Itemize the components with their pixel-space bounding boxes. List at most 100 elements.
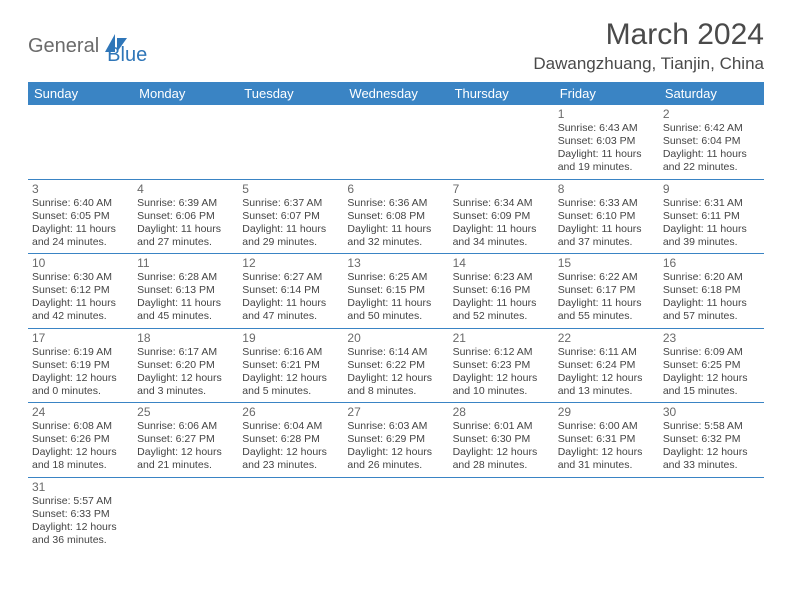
day-info: Sunrise: 6:14 AMSunset: 6:22 PMDaylight:…: [347, 346, 444, 399]
calendar-cell: 8Sunrise: 6:33 AMSunset: 6:10 PMDaylight…: [554, 179, 659, 254]
calendar-cell: 29Sunrise: 6:00 AMSunset: 6:31 PMDayligh…: [554, 403, 659, 478]
calendar-cell: 2Sunrise: 6:42 AMSunset: 6:04 PMDaylight…: [659, 105, 764, 179]
calendar-cell: [343, 477, 448, 551]
day-number: 1: [558, 107, 655, 121]
day-number: 14: [453, 256, 550, 270]
calendar-cell: 26Sunrise: 6:04 AMSunset: 6:28 PMDayligh…: [238, 403, 343, 478]
calendar-cell: 5Sunrise: 6:37 AMSunset: 6:07 PMDaylight…: [238, 179, 343, 254]
page-header: General Blue March 2024 Dawangzhuang, Ti…: [28, 18, 764, 74]
day-info: Sunrise: 6:40 AMSunset: 6:05 PMDaylight:…: [32, 197, 129, 250]
calendar-cell: [659, 477, 764, 551]
day-info: Sunrise: 6:39 AMSunset: 6:06 PMDaylight:…: [137, 197, 234, 250]
day-info: Sunrise: 6:03 AMSunset: 6:29 PMDaylight:…: [347, 420, 444, 473]
calendar-cell: 1Sunrise: 6:43 AMSunset: 6:03 PMDaylight…: [554, 105, 659, 179]
logo-text-blue: Blue: [107, 44, 147, 67]
day-header: Friday: [554, 82, 659, 105]
day-info: Sunrise: 6:08 AMSunset: 6:26 PMDaylight:…: [32, 420, 129, 473]
day-number: 11: [137, 256, 234, 270]
calendar-cell: 20Sunrise: 6:14 AMSunset: 6:22 PMDayligh…: [343, 328, 448, 403]
day-header: Tuesday: [238, 82, 343, 105]
calendar-cell: 7Sunrise: 6:34 AMSunset: 6:09 PMDaylight…: [449, 179, 554, 254]
logo: General Blue: [28, 26, 147, 67]
day-info: Sunrise: 6:23 AMSunset: 6:16 PMDaylight:…: [453, 271, 550, 324]
day-number: 30: [663, 405, 760, 419]
day-info: Sunrise: 6:25 AMSunset: 6:15 PMDaylight:…: [347, 271, 444, 324]
day-info: Sunrise: 6:19 AMSunset: 6:19 PMDaylight:…: [32, 346, 129, 399]
day-number: 29: [558, 405, 655, 419]
day-info: Sunrise: 6:04 AMSunset: 6:28 PMDaylight:…: [242, 420, 339, 473]
calendar-cell: [133, 477, 238, 551]
calendar-cell: 15Sunrise: 6:22 AMSunset: 6:17 PMDayligh…: [554, 254, 659, 329]
day-number: 21: [453, 331, 550, 345]
day-info: Sunrise: 6:17 AMSunset: 6:20 PMDaylight:…: [137, 346, 234, 399]
day-info: Sunrise: 6:30 AMSunset: 6:12 PMDaylight:…: [32, 271, 129, 324]
day-number: 20: [347, 331, 444, 345]
calendar-cell: [238, 105, 343, 179]
day-info: Sunrise: 6:22 AMSunset: 6:17 PMDaylight:…: [558, 271, 655, 324]
day-number: 9: [663, 182, 760, 196]
calendar-cell: 6Sunrise: 6:36 AMSunset: 6:08 PMDaylight…: [343, 179, 448, 254]
day-header: Wednesday: [343, 82, 448, 105]
day-info: Sunrise: 6:42 AMSunset: 6:04 PMDaylight:…: [663, 122, 760, 175]
day-number: 15: [558, 256, 655, 270]
calendar-cell: 14Sunrise: 6:23 AMSunset: 6:16 PMDayligh…: [449, 254, 554, 329]
day-number: 26: [242, 405, 339, 419]
calendar-cell: 13Sunrise: 6:25 AMSunset: 6:15 PMDayligh…: [343, 254, 448, 329]
day-number: 19: [242, 331, 339, 345]
day-header: Monday: [133, 82, 238, 105]
day-info: Sunrise: 6:36 AMSunset: 6:08 PMDaylight:…: [347, 197, 444, 250]
day-number: 22: [558, 331, 655, 345]
calendar-cell: [449, 477, 554, 551]
day-number: 25: [137, 405, 234, 419]
day-header: Saturday: [659, 82, 764, 105]
day-info: Sunrise: 6:31 AMSunset: 6:11 PMDaylight:…: [663, 197, 760, 250]
calendar-cell: 12Sunrise: 6:27 AMSunset: 6:14 PMDayligh…: [238, 254, 343, 329]
calendar-cell: [343, 105, 448, 179]
day-number: 7: [453, 182, 550, 196]
calendar-body: 1Sunrise: 6:43 AMSunset: 6:03 PMDaylight…: [28, 105, 764, 551]
day-number: 6: [347, 182, 444, 196]
calendar-cell: 11Sunrise: 6:28 AMSunset: 6:13 PMDayligh…: [133, 254, 238, 329]
day-info: Sunrise: 6:20 AMSunset: 6:18 PMDaylight:…: [663, 271, 760, 324]
location: Dawangzhuang, Tianjin, China: [533, 54, 764, 74]
calendar-cell: 21Sunrise: 6:12 AMSunset: 6:23 PMDayligh…: [449, 328, 554, 403]
calendar-cell: 25Sunrise: 6:06 AMSunset: 6:27 PMDayligh…: [133, 403, 238, 478]
calendar-cell: [238, 477, 343, 551]
day-number: 12: [242, 256, 339, 270]
calendar-cell: 17Sunrise: 6:19 AMSunset: 6:19 PMDayligh…: [28, 328, 133, 403]
calendar-cell: 27Sunrise: 6:03 AMSunset: 6:29 PMDayligh…: [343, 403, 448, 478]
calendar-cell: 3Sunrise: 6:40 AMSunset: 6:05 PMDaylight…: [28, 179, 133, 254]
day-number: 8: [558, 182, 655, 196]
day-info: Sunrise: 6:11 AMSunset: 6:24 PMDaylight:…: [558, 346, 655, 399]
calendar-cell: 16Sunrise: 6:20 AMSunset: 6:18 PMDayligh…: [659, 254, 764, 329]
day-number: 23: [663, 331, 760, 345]
calendar-cell: 10Sunrise: 6:30 AMSunset: 6:12 PMDayligh…: [28, 254, 133, 329]
calendar-cell: [133, 105, 238, 179]
day-number: 4: [137, 182, 234, 196]
calendar-cell: 31Sunrise: 5:57 AMSunset: 6:33 PMDayligh…: [28, 477, 133, 551]
day-info: Sunrise: 6:01 AMSunset: 6:30 PMDaylight:…: [453, 420, 550, 473]
calendar-cell: 24Sunrise: 6:08 AMSunset: 6:26 PMDayligh…: [28, 403, 133, 478]
day-number: 3: [32, 182, 129, 196]
day-info: Sunrise: 6:00 AMSunset: 6:31 PMDaylight:…: [558, 420, 655, 473]
calendar-cell: 30Sunrise: 5:58 AMSunset: 6:32 PMDayligh…: [659, 403, 764, 478]
day-info: Sunrise: 6:37 AMSunset: 6:07 PMDaylight:…: [242, 197, 339, 250]
calendar-cell: 28Sunrise: 6:01 AMSunset: 6:30 PMDayligh…: [449, 403, 554, 478]
day-header: Thursday: [449, 82, 554, 105]
title-block: March 2024 Dawangzhuang, Tianjin, China: [533, 18, 764, 74]
day-info: Sunrise: 6:34 AMSunset: 6:09 PMDaylight:…: [453, 197, 550, 250]
day-info: Sunrise: 5:57 AMSunset: 6:33 PMDaylight:…: [32, 495, 129, 548]
day-number: 28: [453, 405, 550, 419]
day-header: Sunday: [28, 82, 133, 105]
day-info: Sunrise: 5:58 AMSunset: 6:32 PMDaylight:…: [663, 420, 760, 473]
day-info: Sunrise: 6:27 AMSunset: 6:14 PMDaylight:…: [242, 271, 339, 324]
day-number: 24: [32, 405, 129, 419]
day-info: Sunrise: 6:16 AMSunset: 6:21 PMDaylight:…: [242, 346, 339, 399]
calendar-cell: [554, 477, 659, 551]
calendar-cell: 22Sunrise: 6:11 AMSunset: 6:24 PMDayligh…: [554, 328, 659, 403]
day-info: Sunrise: 6:09 AMSunset: 6:25 PMDaylight:…: [663, 346, 760, 399]
day-info: Sunrise: 6:43 AMSunset: 6:03 PMDaylight:…: [558, 122, 655, 175]
calendar-cell: 23Sunrise: 6:09 AMSunset: 6:25 PMDayligh…: [659, 328, 764, 403]
day-info: Sunrise: 6:06 AMSunset: 6:27 PMDaylight:…: [137, 420, 234, 473]
calendar-cell: 9Sunrise: 6:31 AMSunset: 6:11 PMDaylight…: [659, 179, 764, 254]
